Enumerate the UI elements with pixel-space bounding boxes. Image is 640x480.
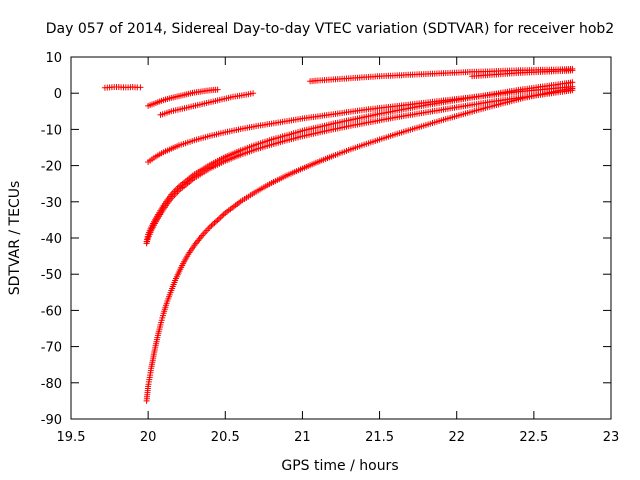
y-tick-label: 10 [45,51,62,66]
data-point-arc-7 [217,214,224,221]
data-point-arc-7 [216,215,223,222]
x-axis: 19.5 20 20.5 21 21.5 22 22.5 23 [57,57,620,445]
x-tick-label: 21 [294,430,311,445]
data-point-arc-1 [137,84,144,91]
x-tick-label: 19.5 [57,430,86,445]
y-axis: -90 -80 -70 -60 -50 -40 -30 -20 -10 0 10 [41,51,611,428]
data-points [101,65,576,404]
y-tick-label: -20 [41,160,62,175]
y-tick-label: -50 [41,268,62,283]
x-tick-label: 21.5 [365,430,394,445]
data-point-arc-6 [569,79,576,86]
x-tick-label: 23 [603,430,620,445]
y-tick-label: -60 [41,304,62,319]
y-tick-label: -80 [41,377,62,392]
x-tick-label: 22 [448,430,465,445]
x-axis-label: GPS time / hours [281,458,398,474]
x-tick-label: 20.5 [211,430,240,445]
y-axis-label: SDTVAR / TECUs [7,181,23,296]
x-tick-label: 22.5 [519,430,548,445]
y-tick-label: -40 [41,232,62,247]
y-tick-label: -10 [41,123,62,138]
data-point-arc-9 [569,67,576,74]
y-tick-label: 0 [54,87,62,102]
data-point-arc-3 [250,90,257,97]
y-tick-label: -30 [41,196,62,211]
x-tick-label: 20 [140,430,157,445]
y-tick-label: -70 [41,341,62,356]
data-point-arc-7 [208,222,215,229]
chart-title: Day 057 of 2014, Sidereal Day-to-day VTE… [46,21,614,37]
data-point-arc-7 [219,212,226,219]
y-tick-label: -90 [41,413,62,428]
data-point-arc-2 [214,86,221,93]
data-point-arc-7 [569,85,576,92]
